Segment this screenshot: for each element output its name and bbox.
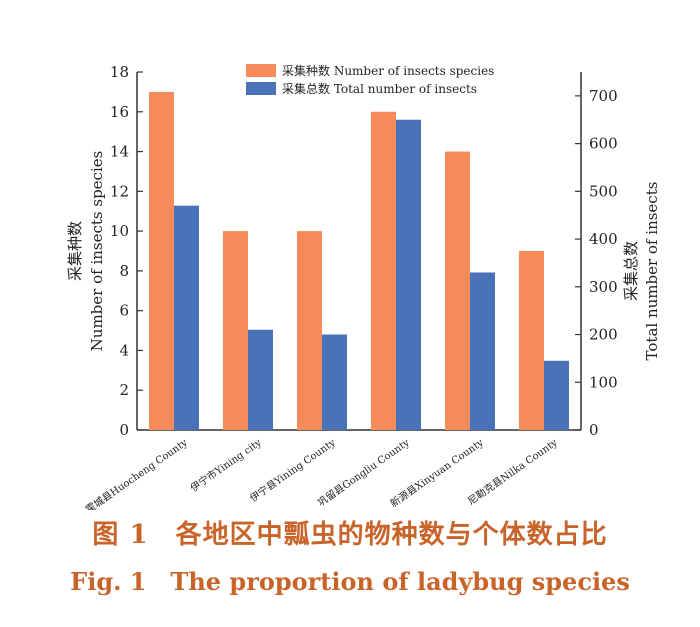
left-tick-label: 2 xyxy=(119,381,129,399)
bar-total xyxy=(248,329,273,430)
right-tick-label: 300 xyxy=(589,278,618,296)
legend-swatch-total xyxy=(246,82,276,95)
bar-species xyxy=(371,111,396,431)
bar-species xyxy=(297,231,322,430)
chart: 0 2 4 6 8 10 12 14 16 18 0 100 200 300 400 500 600 700 霍城县… xyxy=(66,63,661,510)
bar-total xyxy=(396,119,421,430)
bar-total xyxy=(174,205,199,430)
category-label: 伊宁市Yining city xyxy=(188,436,264,495)
bar-species xyxy=(445,151,470,431)
legend-label-total: 采集总数 Total number of insects xyxy=(282,81,477,96)
bar-total xyxy=(544,360,569,430)
left-axis-title-en: Number of insects species xyxy=(88,151,106,352)
figure-caption-chinese: 图 1 各地区中瓢虫的物种数与个体数占比 xyxy=(92,520,608,550)
right-tick-label: 400 xyxy=(589,230,618,248)
left-tick-label: 4 xyxy=(119,341,129,359)
category-label: 霍城县Huocheng County xyxy=(83,436,190,510)
legend-swatch-species xyxy=(246,64,276,77)
right-tick-label: 0 xyxy=(589,421,599,439)
bar-species xyxy=(223,231,248,430)
left-tick-label: 14 xyxy=(110,143,129,161)
left-tick-label: 18 xyxy=(110,63,129,81)
left-tick-label: 12 xyxy=(110,182,129,200)
left-tick-label: 0 xyxy=(119,421,129,439)
left-axis-title-cn: 采集种数 xyxy=(66,221,84,281)
legend-label-species: 采集种数 Number of insects species xyxy=(282,63,494,78)
bar-species xyxy=(149,91,174,430)
figure-caption-english: Fig. 1 The proportion of ladybug species xyxy=(70,567,630,596)
bar-total xyxy=(322,334,347,430)
right-tick-label: 200 xyxy=(589,326,618,344)
left-tick-label: 10 xyxy=(110,222,129,240)
left-tick-label: 6 xyxy=(119,302,129,320)
right-tick-label: 100 xyxy=(589,373,618,391)
bar-total xyxy=(470,272,495,430)
right-tick-label: 600 xyxy=(589,135,618,153)
right-tick-label: 500 xyxy=(589,182,618,200)
left-tick-label: 16 xyxy=(110,103,129,121)
bar-species xyxy=(519,251,544,430)
right-axis-title-en: Total number of insects xyxy=(643,182,661,361)
right-tick-label: 700 xyxy=(589,87,618,105)
left-tick-label: 8 xyxy=(119,262,129,280)
right-axis-title-cn: 采集总数 xyxy=(622,241,640,301)
